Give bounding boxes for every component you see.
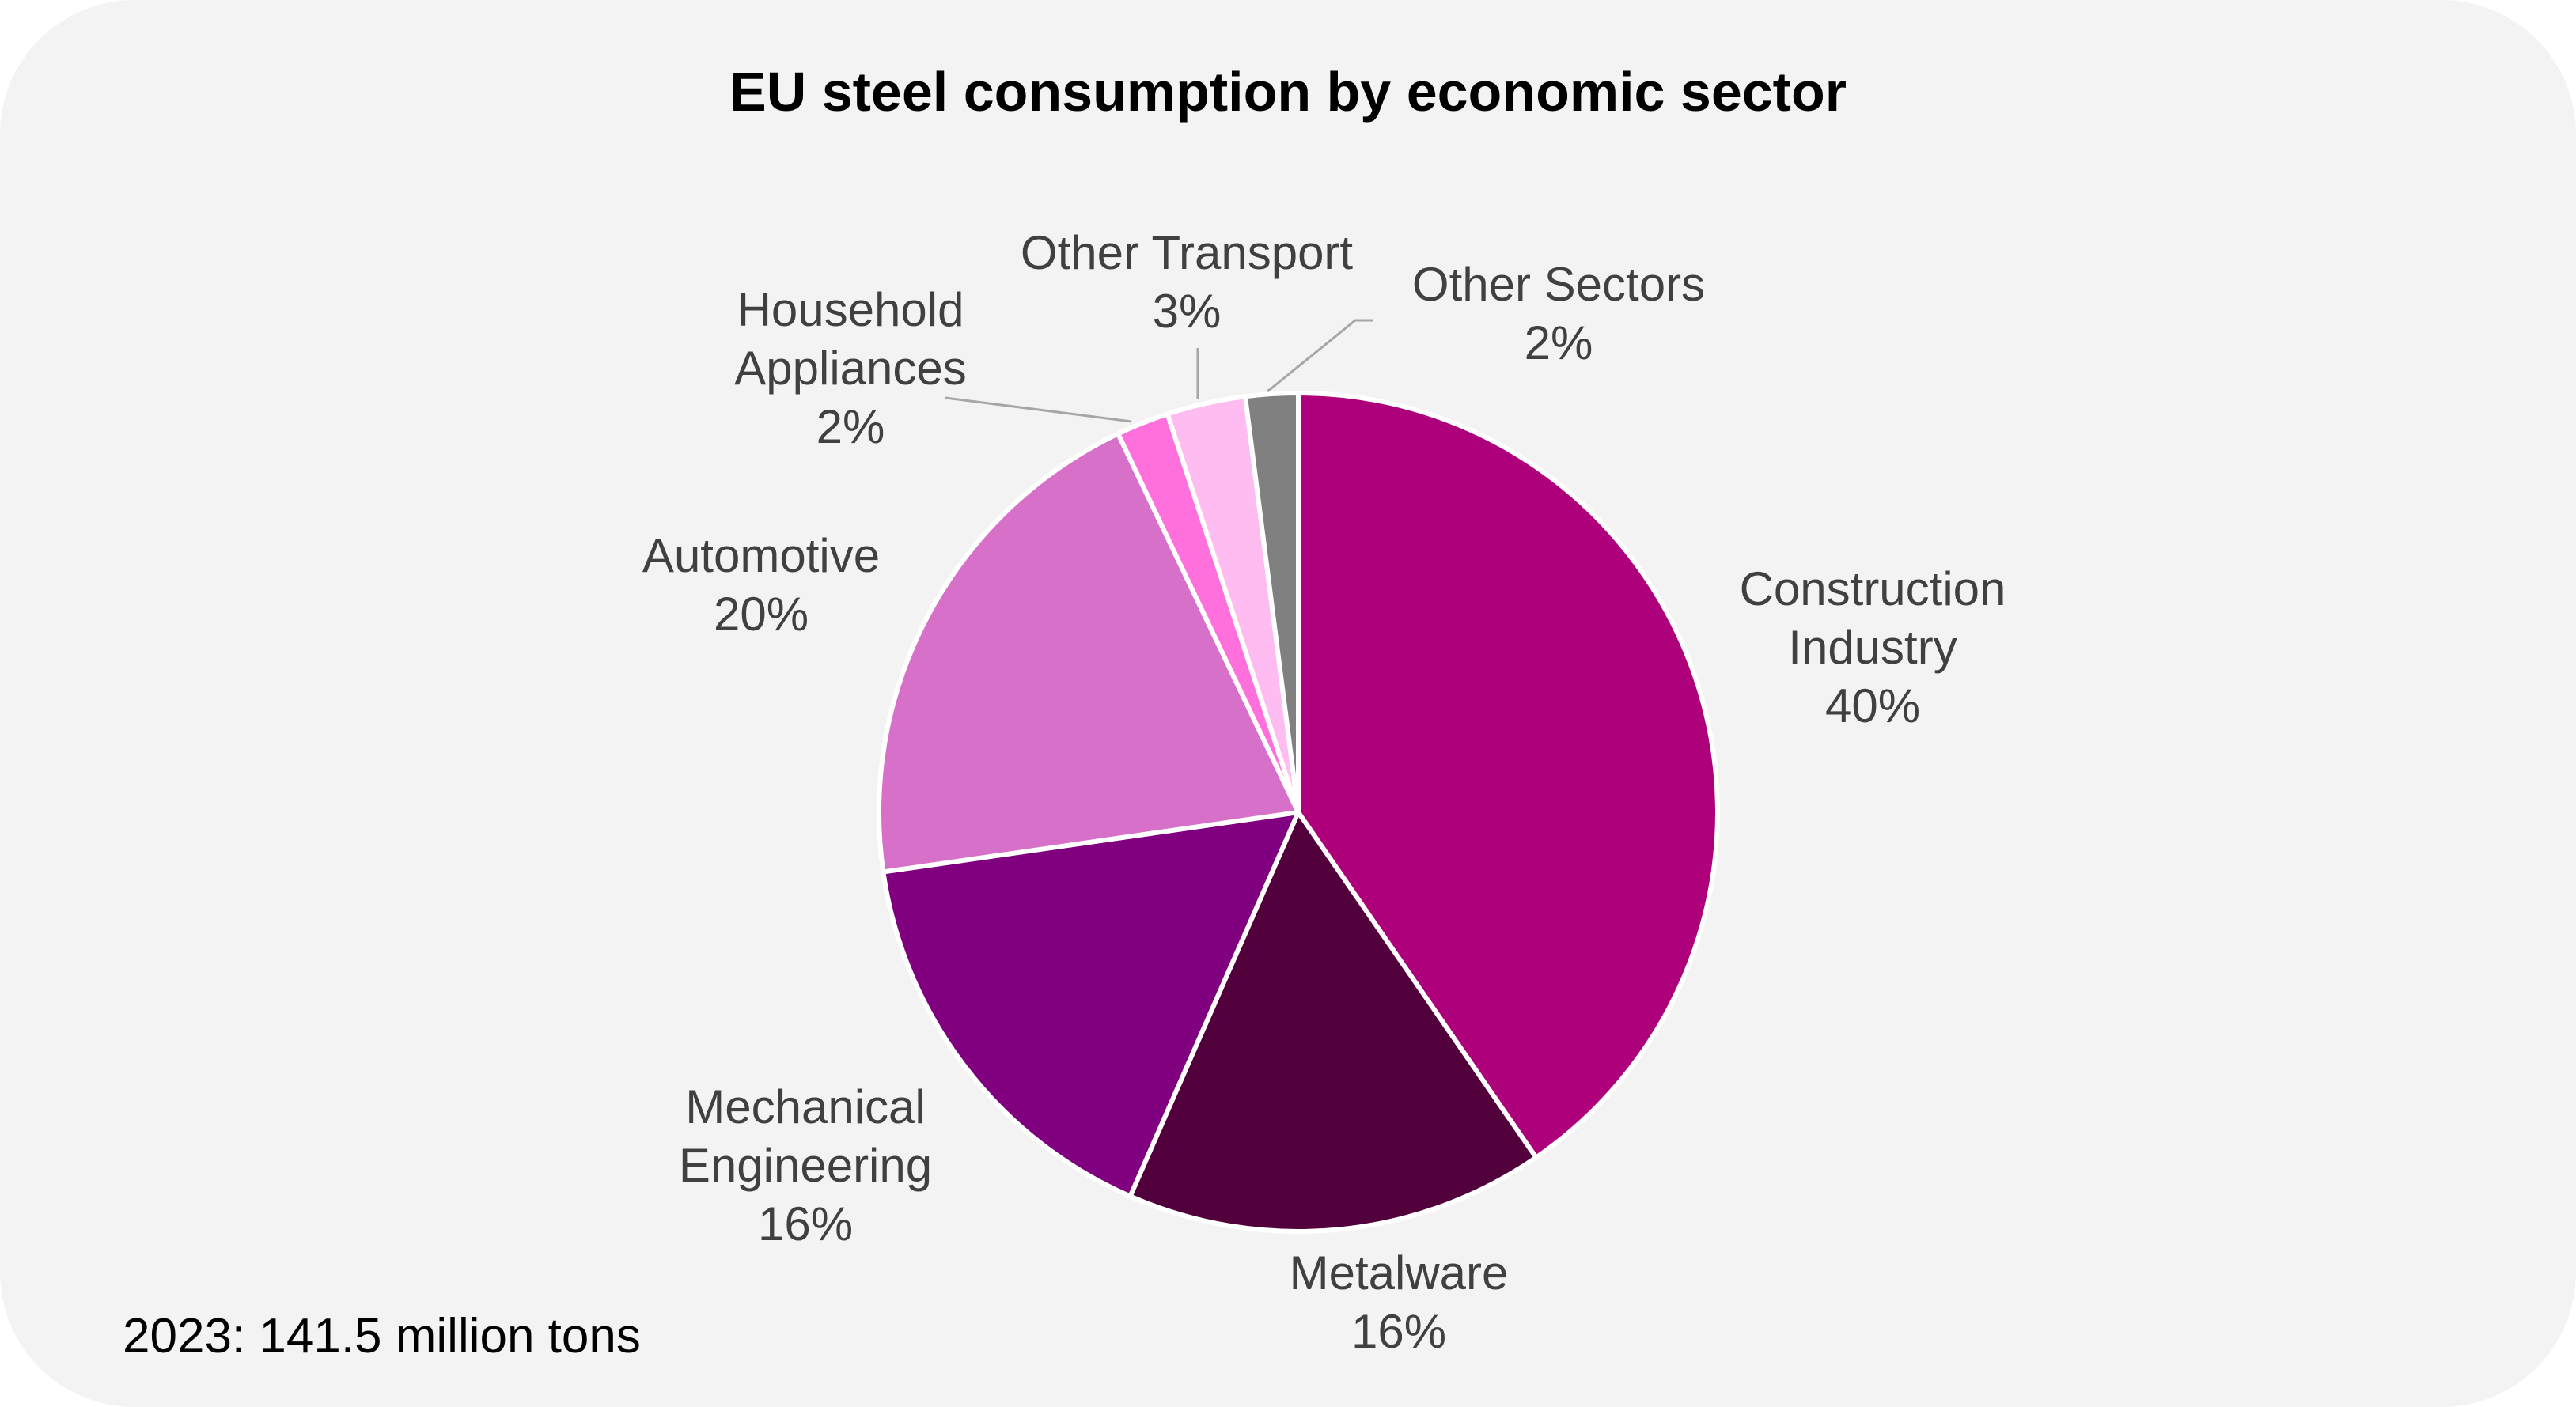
slice-name: Other Sectors — [1412, 258, 1705, 311]
slice-percent: 3% — [1153, 285, 1222, 338]
slice-name: Industry — [1788, 621, 1957, 674]
slice-name: Mechanical — [685, 1080, 926, 1133]
slice-name: Metalware — [1290, 1246, 1509, 1299]
slice-label: Automotive 20% — [642, 529, 880, 641]
pie-slice — [1242, 391, 1301, 815]
slice-percent: 2% — [1525, 316, 1593, 369]
leader-line — [1267, 319, 1373, 393]
pie-slice — [1296, 391, 1720, 1160]
pie-slice — [876, 431, 1301, 875]
slice-name: Appliances — [734, 342, 967, 395]
slice-percent: 20% — [714, 588, 809, 641]
slice-name: Other Transport — [1021, 226, 1354, 279]
chart-title: EU steel consumption by economic sector — [729, 61, 1847, 123]
slice-percent: 2% — [816, 400, 885, 453]
slice-label: Construction Industry 40% — [1740, 562, 2006, 732]
pie-slice — [1127, 810, 1539, 1234]
pie-slices — [876, 391, 1720, 1234]
slice-percent: 16% — [1351, 1305, 1446, 1358]
pie-slice — [881, 810, 1301, 1199]
slice-percent: 40% — [1825, 679, 1920, 732]
slice-label: Mechanical Engineering 16% — [679, 1080, 932, 1250]
slice-labels: Construction Industry 40%Metalware 16%Mecha… — [642, 226, 2006, 1358]
leader-lines — [945, 319, 1373, 423]
leader-line — [945, 396, 1132, 423]
total-note: 2023: 141.5 million tons — [123, 1309, 641, 1364]
slice-name: Automotive — [642, 529, 880, 582]
slice-label: Metalware 16% — [1290, 1246, 1509, 1358]
slice-percent: 16% — [758, 1197, 853, 1250]
slice-label: Other Sectors 2% — [1412, 258, 1705, 369]
slice-label: Household Appliances 2% — [734, 283, 967, 453]
slice-label: Other Transport 3% — [1021, 226, 1354, 338]
slice-name: Household — [737, 283, 964, 336]
slice-name: Construction — [1740, 562, 2006, 615]
slice-name: Engineering — [679, 1139, 932, 1192]
